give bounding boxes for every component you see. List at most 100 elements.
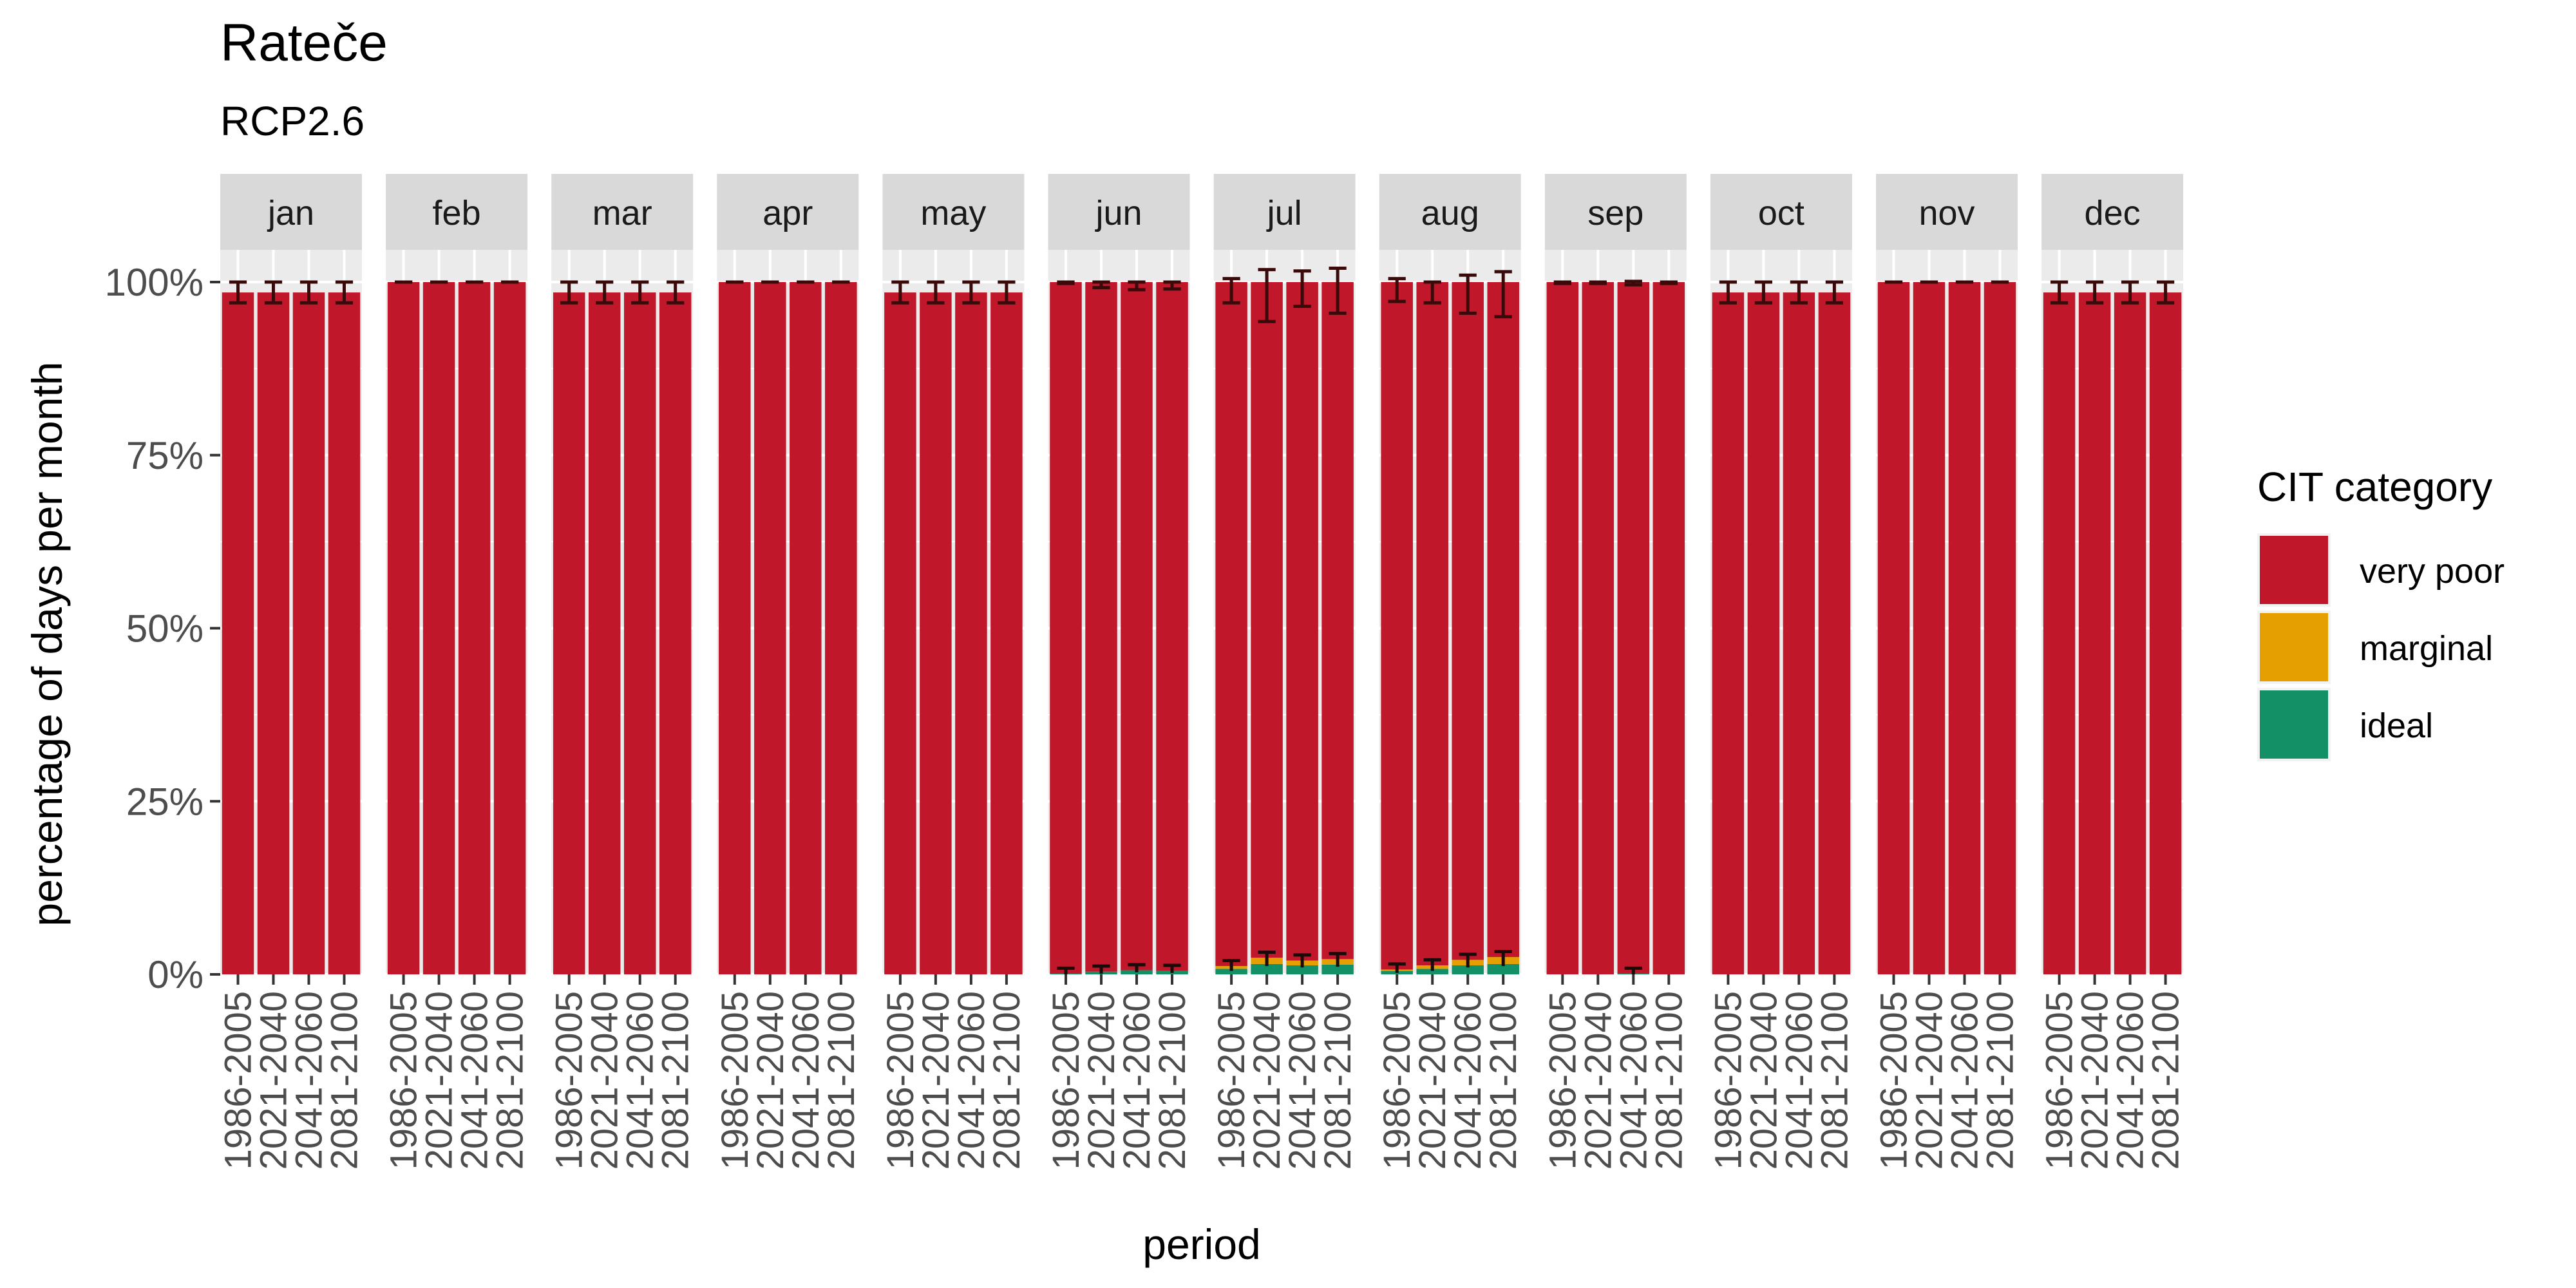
x-tick-label: 1986-2005	[714, 991, 756, 1170]
error-bar	[1589, 280, 1607, 285]
strip-background	[2041, 174, 2184, 250]
error-bar	[1719, 280, 1738, 305]
bar-stack	[1215, 277, 1247, 974]
bar-segment-very-poor	[1286, 282, 1318, 961]
bar-segment-very-poor	[1712, 292, 1745, 974]
bar-segment-very-poor	[884, 292, 916, 974]
x-tick-label: 1986-2005	[1542, 991, 1584, 1170]
bar-stack	[1487, 270, 1519, 974]
bar-segment-very-poor	[1783, 292, 1815, 974]
error-bar-low	[1222, 959, 1240, 971]
legend-key	[2260, 613, 2328, 681]
bar-segment-ideal	[1251, 963, 1283, 974]
bar-segment-very-poor	[553, 292, 585, 974]
x-tick-label: 2041-2060	[2110, 991, 2152, 1170]
bar-stack	[1617, 279, 1650, 974]
y-axis: 0% 25% 50% 75% 100%	[105, 261, 220, 996]
bar-stack	[1948, 280, 1981, 974]
x-tick-label: 1986-2005	[383, 991, 425, 1170]
x-tick-label: 2021-2040	[1246, 991, 1288, 1170]
bar-stack	[257, 280, 290, 974]
bar-segment-very-poor	[387, 282, 420, 974]
bar-segment-ideal	[1321, 964, 1354, 974]
strip-label: nov	[1918, 194, 1975, 232]
legend-key	[2260, 690, 2328, 759]
bar-stack	[222, 280, 254, 974]
x-tick-label: 2081-2100	[2145, 991, 2187, 1170]
error-bar	[2085, 280, 2104, 305]
bar-segment-very-poor	[1452, 282, 1484, 960]
legend-key	[2260, 536, 2328, 604]
x-tick-label: 2021-2040	[1412, 991, 1454, 1170]
bar-stack	[1582, 280, 1615, 974]
bar-segment-very-poor	[1251, 282, 1283, 958]
bar-stack	[884, 280, 916, 974]
y-tick-label: 0%	[147, 953, 204, 996]
bar-segment-very-poor	[955, 292, 987, 974]
bar-stack	[1416, 280, 1448, 974]
bar-stack	[328, 280, 361, 974]
bar-segment-very-poor	[1381, 282, 1413, 970]
bar-segment-very-poor	[588, 292, 621, 974]
bar-segment-very-poor	[1747, 292, 1780, 974]
bar-stack	[990, 280, 1023, 974]
error-bar	[962, 280, 980, 305]
bar-stack	[2114, 280, 2146, 974]
error-bar-low	[1128, 963, 1146, 972]
bar-segment-very-poor	[1121, 282, 1153, 971]
bar-segment-very-poor	[1818, 292, 1851, 974]
x-tick-label: 1986-2005	[549, 991, 591, 1170]
error-bar	[631, 280, 649, 305]
bar-segment-very-poor	[257, 292, 290, 974]
x-tick-label: 2081-2100	[986, 991, 1028, 1170]
bar-stack	[1321, 267, 1354, 974]
bar-stack	[1913, 280, 1946, 974]
bar-segment-very-poor	[1416, 282, 1448, 966]
error-bar-low	[1258, 951, 1276, 967]
error-bar	[1790, 280, 1808, 305]
strip-label: jan	[267, 194, 314, 232]
strip-background	[717, 174, 859, 250]
x-tick-label: 1986-2005	[2039, 991, 2081, 1170]
error-bar	[299, 280, 318, 305]
bar-segment-very-poor	[2114, 292, 2146, 974]
error-bar	[1388, 277, 1406, 303]
x-tick-label: 1986-2005	[1873, 991, 1915, 1170]
x-tick-label: 2081-2100	[324, 991, 366, 1170]
bar-stack	[292, 280, 325, 974]
bar-segment-very-poor	[1582, 282, 1615, 974]
x-tick-label: 2081-2100	[1980, 991, 2022, 1170]
strip-label: apr	[762, 194, 813, 232]
strip-background	[551, 174, 694, 250]
x-tick-label: 2081-2100	[1648, 991, 1690, 1170]
x-tick-label: 2021-2040	[750, 991, 791, 1170]
y-tick-label: 100%	[105, 261, 204, 304]
strip-label: oct	[1758, 194, 1804, 232]
bar-segment-very-poor	[1617, 282, 1650, 974]
bar-stack	[1452, 273, 1484, 974]
x-tick-label: 2081-2100	[1151, 991, 1193, 1170]
bar-segment-very-poor	[754, 282, 786, 974]
error-bar	[1329, 267, 1347, 315]
x-tick-label: 2021-2040	[915, 991, 957, 1170]
error-bar-low	[1163, 963, 1181, 973]
x-tick-label: 2041-2060	[1282, 991, 1323, 1170]
bar-stack	[553, 280, 585, 974]
bar-stack	[1747, 280, 1780, 974]
bar-stack	[1050, 280, 1082, 974]
bar-stack	[920, 280, 952, 974]
error-bar	[1624, 279, 1642, 287]
bar-stack	[2149, 280, 2182, 974]
legend-label: marginal	[2360, 629, 2493, 668]
error-bar-low	[1092, 964, 1110, 974]
bar-segment-very-poor	[328, 292, 361, 974]
bar-stack	[1381, 277, 1413, 974]
x-tick-label: 1986-2005	[1045, 991, 1087, 1170]
error-bar	[1459, 273, 1477, 315]
x-tick-label: 2041-2060	[1944, 991, 1986, 1170]
error-bar-low	[1494, 950, 1512, 967]
bar-stack	[825, 280, 857, 974]
error-bar	[560, 280, 578, 305]
error-bar	[596, 280, 614, 305]
